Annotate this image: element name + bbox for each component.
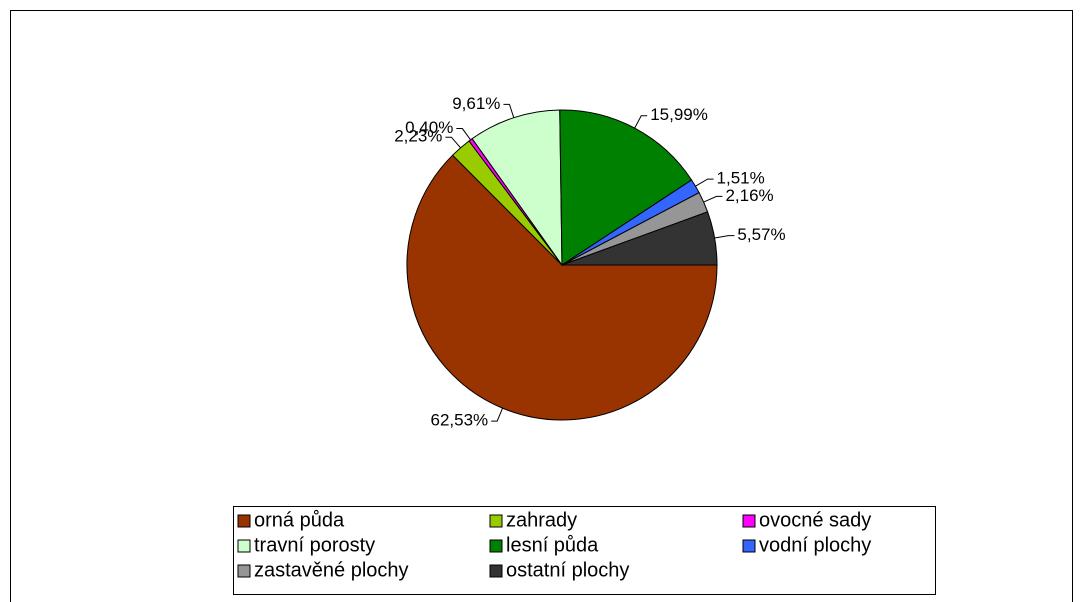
legend-swatch: [489, 564, 503, 578]
legend-label: lesní půda: [506, 534, 599, 556]
leader-line: [445, 136, 461, 149]
legend-label: ostatní plochy: [506, 559, 629, 581]
leader-line: [634, 115, 648, 129]
data-label: 2,23%: [394, 127, 442, 146]
legend-label: zahrady: [506, 509, 577, 531]
leader-line: [714, 235, 735, 239]
data-label: 2,16%: [725, 186, 773, 205]
leader-line: [491, 407, 504, 422]
leader-line: [503, 103, 515, 118]
legend-swatch: [237, 539, 251, 553]
leader-line: [695, 178, 714, 187]
data-label: 1,51%: [717, 169, 765, 188]
pie-slice: [471, 109, 563, 267]
data-label: 62,53%: [431, 411, 489, 430]
data-label: 5,57%: [737, 225, 785, 244]
legend-swatch: [237, 564, 251, 578]
data-label: 9,61%: [452, 94, 500, 113]
legend-label: vodní plochy: [759, 534, 871, 556]
legend-label: zastavěné plochy: [254, 559, 409, 581]
legend-swatch: [742, 514, 756, 528]
leader-line: [456, 128, 471, 141]
legend-label: ovocné sady: [759, 509, 871, 531]
legend-swatch: [489, 539, 503, 553]
pie-slice: [406, 154, 718, 421]
legend-label: orná půda: [254, 509, 345, 531]
pie-slice: [561, 211, 718, 266]
data-label: 0,40%: [405, 118, 453, 137]
legend-swatch: [742, 539, 756, 553]
legend-swatch: [489, 514, 503, 528]
data-label: 15,99%: [650, 105, 708, 124]
legend-swatch: [237, 514, 251, 528]
legend-box: [233, 506, 936, 595]
legend-label: travní porosty: [254, 534, 375, 556]
leader-line: [703, 195, 723, 203]
